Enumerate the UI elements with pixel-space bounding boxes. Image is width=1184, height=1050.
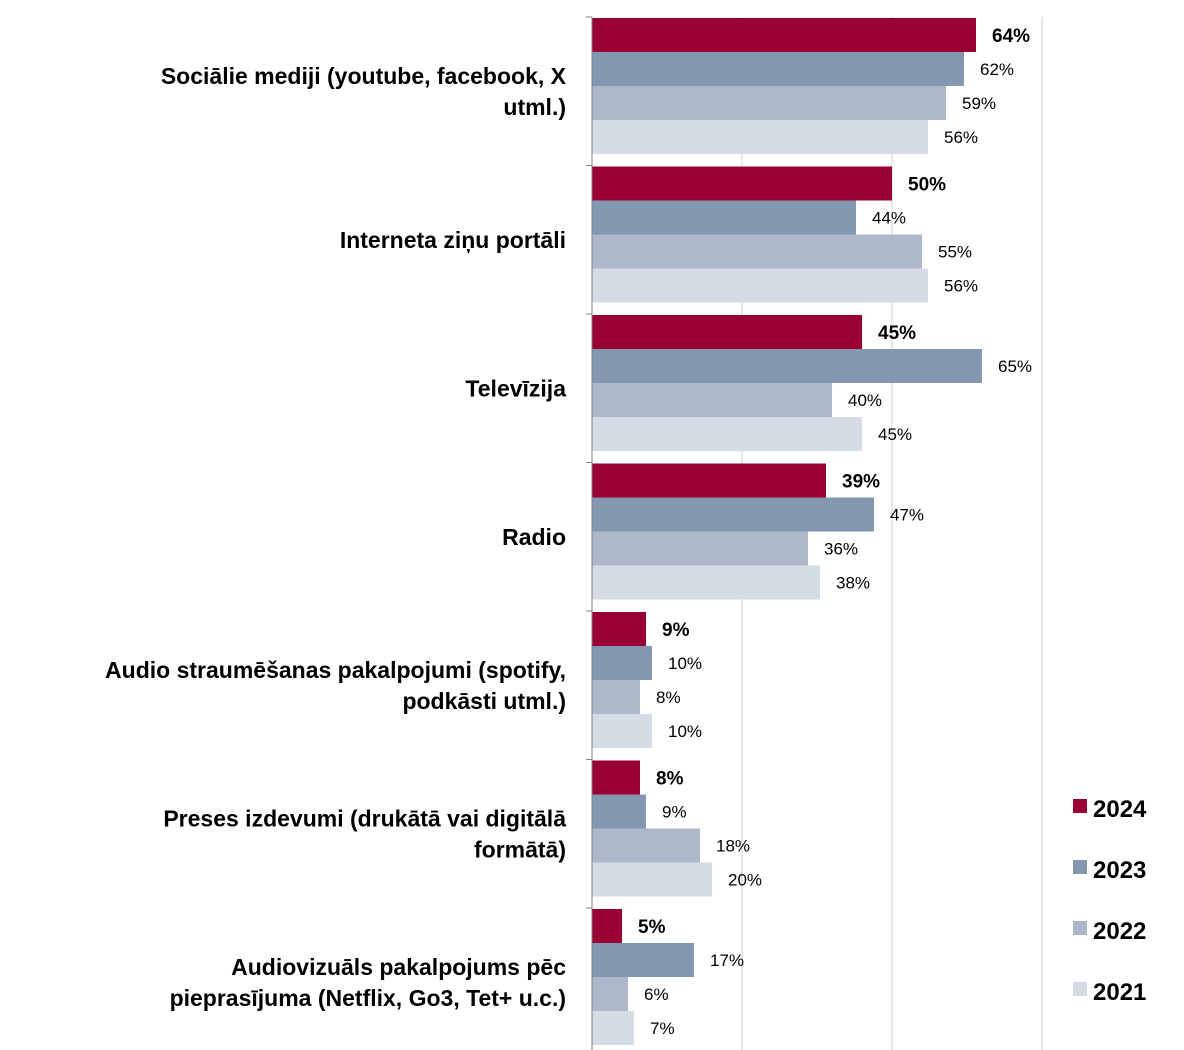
legend: 2024 2023 2022 2021 <box>1073 796 1147 1006</box>
bar-2023-3 <box>592 497 874 532</box>
category-axis <box>586 16 593 1050</box>
bar-2024-5 <box>592 760 640 795</box>
value-label-2024-3: 39% <box>842 472 880 493</box>
bar-2024-1 <box>592 166 892 201</box>
legend-swatch-2022 <box>1073 921 1087 935</box>
category-label-1: Interneta ziņu portāli <box>340 227 566 253</box>
value-label-2021-1: 56% <box>944 277 978 296</box>
value-label-2024-6: 5% <box>638 917 666 938</box>
bar-2023-6 <box>592 943 694 977</box>
bar-2024-4 <box>592 612 646 646</box>
legend-swatch-2021 <box>1073 982 1087 996</box>
value-label-2022-5: 18% <box>716 837 750 856</box>
value-label-2023-5: 9% <box>662 803 687 822</box>
bar-2022-6 <box>592 977 628 1011</box>
bar-2021-0 <box>592 120 928 154</box>
value-labels: 64% 62% 59% 56% 50%44% 55% 56% 45% 65% 40% 45% 39% 4… <box>638 26 1032 1038</box>
value-label-2021-0: 56% <box>944 128 978 147</box>
bar-2022-4 <box>592 680 640 714</box>
value-label-2022-4: 8% <box>656 688 681 707</box>
bar-2021-5 <box>592 862 712 897</box>
value-label-2023-3: 47% <box>890 506 924 525</box>
bar-2023-0 <box>592 52 964 86</box>
value-label-2021-5: 20% <box>728 871 762 890</box>
value-label-2021-3: 38% <box>836 574 870 593</box>
value-label-2021-2: 45% <box>878 425 912 444</box>
value-label-2023-0: 62% <box>980 60 1014 79</box>
category-label-2: Televīzija <box>465 375 566 401</box>
category-label-4: Audio straumēšanas pakalpojumi (spotify,… <box>105 657 566 714</box>
value-label-2024-0: 64% <box>992 26 1030 47</box>
value-label-2022-1: 55% <box>938 243 972 262</box>
bar-2021-2 <box>592 417 862 451</box>
category-label-6: Audiovizuāls pakalpojums pēc pieprasījuma… <box>170 954 567 1011</box>
bar-2021-1 <box>592 268 928 303</box>
value-label-2022-6: 6% <box>644 985 669 1004</box>
bar-2022-2 <box>592 383 832 417</box>
value-label-2023-1: 44% <box>872 209 906 228</box>
category-label-3: Radio <box>502 524 566 550</box>
bar-2024-0 <box>592 18 976 52</box>
value-label-2022-3: 36% <box>824 540 858 559</box>
legend-label-2021: 2021 <box>1093 979 1146 1006</box>
bars <box>592 18 982 1045</box>
bar-2023-1 <box>592 200 856 235</box>
bar-2021-3 <box>592 565 820 600</box>
legend-label-2024: 2024 <box>1093 796 1147 823</box>
bar-2023-2 <box>592 349 982 383</box>
value-label-2024-2: 45% <box>878 323 916 344</box>
bar-2022-3 <box>592 531 808 566</box>
bar-2021-6 <box>592 1011 634 1045</box>
bar-2024-2 <box>592 315 862 349</box>
bar-2021-4 <box>592 714 652 748</box>
value-label-2023-6: 17% <box>710 951 744 970</box>
legend-swatch-2023 <box>1073 860 1087 874</box>
bar-2024-6 <box>592 909 622 943</box>
bar-2022-5 <box>592 828 700 863</box>
value-label-2024-5: 8% <box>656 769 684 790</box>
value-label-2023-2: 65% <box>998 357 1032 376</box>
bar-2023-5 <box>592 794 646 829</box>
value-label-2022-0: 59% <box>962 94 996 113</box>
category-label-5: Preses izdevumi (drukātā vai digitālā for… <box>163 805 566 862</box>
value-label-2024-1: 50% <box>908 175 946 196</box>
bar-2024-3 <box>592 463 826 498</box>
legend-swatch-2024 <box>1073 799 1087 813</box>
value-label-2021-4: 10% <box>668 722 702 741</box>
value-label-2022-2: 40% <box>848 391 882 410</box>
bar-2022-0 <box>592 86 946 120</box>
bar-2023-4 <box>592 646 652 680</box>
value-label-2023-4: 10% <box>668 654 702 673</box>
bar-2022-1 <box>592 234 922 269</box>
legend-label-2022: 2022 <box>1093 918 1146 945</box>
value-label-2021-6: 7% <box>650 1019 675 1038</box>
value-label-2024-4: 9% <box>662 620 690 641</box>
legend-label-2023: 2023 <box>1093 857 1146 884</box>
